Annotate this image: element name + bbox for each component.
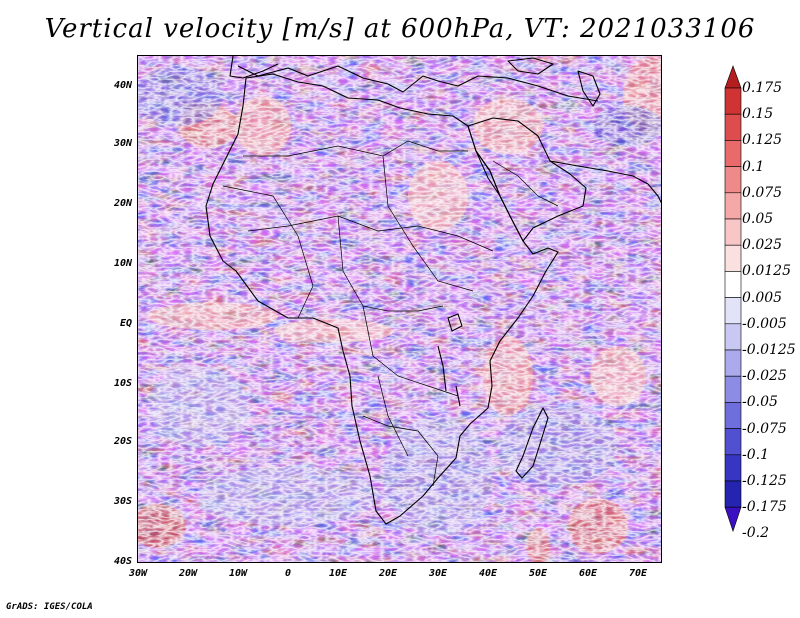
colorbar-box xyxy=(724,375,742,403)
colorbar-arrow-top xyxy=(724,65,742,89)
grads-credit: GrADS: IGES/COLA xyxy=(6,602,93,612)
colorbar-box xyxy=(724,166,742,194)
colorbar-label: -0.175 xyxy=(742,499,787,516)
border-congo xyxy=(362,305,459,397)
lat-label-40n: 40N xyxy=(113,80,132,91)
colorbar-box xyxy=(724,113,742,141)
coastlines xyxy=(205,56,661,525)
colorbar-box xyxy=(724,349,742,377)
colorbar-label: -0.075 xyxy=(742,420,787,437)
lon-label-30w: 30W xyxy=(128,568,148,579)
colorbar-box xyxy=(724,402,742,429)
asia-coast xyxy=(549,160,661,204)
black-sea xyxy=(507,57,554,75)
colorbar-label: 0.075 xyxy=(742,184,783,201)
colorbar-box xyxy=(724,87,742,115)
lat-label-10n: 10N xyxy=(113,258,132,269)
colorbar-label: 0.005 xyxy=(742,289,783,306)
map-title: Vertical velocity [m/s] at 600hPa, VT: 2… xyxy=(44,14,756,44)
lat-label-30n: 30N xyxy=(113,138,132,149)
field-streaks xyxy=(138,56,661,562)
colorbar-label: -0.2 xyxy=(742,525,769,542)
colorbar-label: 0.125 xyxy=(742,132,783,149)
madagascar xyxy=(515,407,549,479)
lat-label-20s: 20S xyxy=(113,436,132,447)
border-south xyxy=(362,415,439,487)
colorbar-box xyxy=(724,428,742,456)
lon-label-30e: 30E xyxy=(428,568,448,579)
colorbar-label: 0.1 xyxy=(742,158,765,175)
colorbar-arrow-bottom xyxy=(724,506,742,533)
colorbar-label: -0.005 xyxy=(742,315,787,332)
europe-coast xyxy=(237,65,599,102)
colorbar-box xyxy=(724,218,742,246)
lon-label-50e: 50E xyxy=(528,568,548,579)
colorbar-label: -0.0125 xyxy=(742,342,796,358)
colorbar-box xyxy=(724,454,742,482)
caspian-sea xyxy=(577,70,601,107)
lon-label-10w: 10W xyxy=(228,568,248,579)
lon-label-40e: 40E xyxy=(478,568,498,579)
colorbar-box xyxy=(724,244,742,272)
border-ne xyxy=(382,155,474,292)
colorbar-box xyxy=(724,192,742,220)
colorbar-label: -0.025 xyxy=(742,368,787,385)
lake-tanganyika xyxy=(437,345,447,392)
colorbar-box xyxy=(724,323,742,351)
colorbar-label: -0.1 xyxy=(742,446,769,463)
colorbar-label: -0.05 xyxy=(742,394,778,411)
lat-label-30s: 30S xyxy=(113,496,132,507)
lake-victoria xyxy=(447,313,463,332)
country-borders xyxy=(222,140,559,487)
colorbar-label: 0.05 xyxy=(742,211,774,227)
map-panel xyxy=(137,55,662,563)
velocity-field-map xyxy=(138,56,661,562)
border-mid-south xyxy=(377,375,409,457)
africa-coastline xyxy=(205,73,559,525)
lon-label-20e: 20E xyxy=(378,568,398,579)
border-arabia xyxy=(492,160,559,207)
lat-label-20n: 20N xyxy=(113,198,132,209)
lat-label-eq: EQ xyxy=(119,318,132,329)
colorbar-box xyxy=(724,297,742,325)
colorbar-label: 0.15 xyxy=(742,106,774,123)
border-sahel xyxy=(247,215,494,252)
lon-label-20w: 20W xyxy=(178,568,198,579)
colorbar-box xyxy=(724,140,742,167)
lat-label-40s: 40S xyxy=(113,556,132,567)
lon-label-0: 0 xyxy=(284,568,292,579)
border-west xyxy=(222,185,314,319)
lat-label-10s: 10S xyxy=(113,378,132,389)
colorbar-label: -0.125 xyxy=(742,473,787,489)
lon-label-60e: 60E xyxy=(578,568,598,579)
iberia xyxy=(229,56,279,79)
colorbar-boxes xyxy=(724,65,742,533)
arabian-peninsula xyxy=(467,117,587,242)
red-sea xyxy=(475,150,501,197)
colorbar-box xyxy=(724,271,742,298)
border-central xyxy=(337,215,444,312)
lon-label-70e: 70E xyxy=(628,568,648,579)
colorbar-label: 0.175 xyxy=(742,80,783,96)
colorbar-label: 0.025 xyxy=(742,237,783,254)
colorbar-label: 0.0125 xyxy=(742,263,791,280)
colorbar xyxy=(724,65,742,533)
colorbar-box xyxy=(724,480,742,508)
lon-label-10e: 10E xyxy=(328,568,348,579)
